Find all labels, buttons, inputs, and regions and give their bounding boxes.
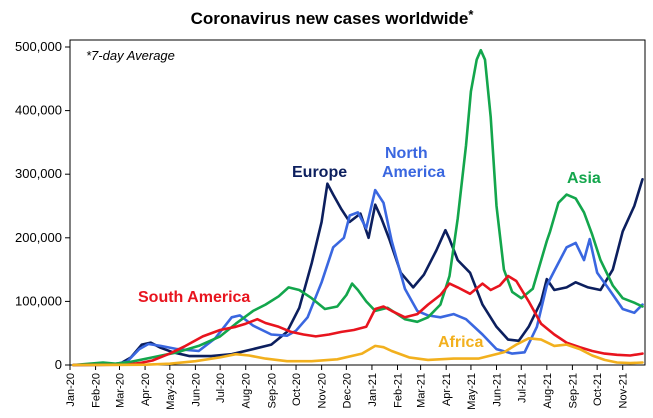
- series-line-africa: [72, 337, 644, 367]
- x-tick-label: Sep-21: [567, 373, 579, 408]
- series-line-asia: [72, 48, 644, 367]
- x-tick-label: Apr-20: [140, 373, 152, 406]
- y-tick-label: 200,000: [15, 230, 62, 245]
- x-tick-label: Oct-20: [291, 373, 303, 406]
- x-axis: Jan-20 Feb-20 Mar-20 Apr-20 May-20 Jun-20 Jul-…: [65, 365, 630, 410]
- series-line-south-america: [72, 274, 644, 367]
- x-tick-label: Dec-20: [341, 373, 353, 408]
- y-tick-label: 500,000: [15, 39, 62, 54]
- x-tick-label: Nov-21: [618, 373, 630, 408]
- x-tick-label: Sep-20: [266, 373, 278, 408]
- y-tick-label: 400,000: [15, 103, 62, 118]
- x-tick-label: May-21: [466, 373, 478, 410]
- x-tick-label: Jan-20: [65, 373, 77, 407]
- x-tick-label: Nov-20: [317, 373, 329, 408]
- series-label-asia: Asia: [567, 170, 601, 187]
- x-tick-label: Aug-21: [542, 373, 554, 408]
- x-tick-label: May-20: [165, 373, 177, 410]
- y-tick-label: 100,000: [15, 293, 62, 308]
- x-tick-label: Feb-20: [91, 373, 103, 408]
- chart-title-text: Coronavirus new cases worldwide: [191, 9, 469, 28]
- x-tick-label: Jun-21: [492, 373, 504, 407]
- series-label-south-america: South America: [138, 289, 250, 306]
- series-label-north: North: [385, 145, 428, 162]
- x-tick-label: Jan-21: [367, 373, 379, 407]
- x-tick-label: Jul-21: [516, 373, 528, 403]
- chart-title: Coronavirus new cases worldwide*: [191, 7, 475, 28]
- x-tick-label: Mar-21: [416, 373, 428, 408]
- series-label-africa: Africa: [438, 334, 483, 351]
- x-tick-label: Apr-21: [441, 373, 453, 406]
- series-line-north-america: [72, 188, 644, 367]
- plot-border: [69, 39, 646, 366]
- x-tick-label: Aug-20: [241, 373, 253, 408]
- y-axis: 0 100,000 200,000 300,000 400,000 500,000: [15, 39, 70, 372]
- x-tick-label: Jul-20: [215, 373, 227, 403]
- x-tick-label: Mar-20: [114, 373, 126, 408]
- series-label-america: America: [382, 164, 445, 181]
- series-label-europe: Europe: [292, 164, 347, 181]
- series-labels: Europe North America Asia South America Afric…: [138, 145, 601, 351]
- series-lines: [72, 48, 644, 367]
- x-tick-label: Oct-21: [592, 373, 604, 406]
- chart-annotation: *7-day Average: [86, 48, 175, 63]
- y-tick-label: 300,000: [15, 166, 62, 181]
- series-line-europe: [72, 178, 644, 367]
- chart-title-marker: *: [468, 7, 474, 22]
- plot-area: [69, 39, 646, 366]
- x-tick-label: Feb-21: [393, 373, 405, 408]
- y-tick-label: 0: [55, 357, 62, 372]
- x-tick-label: Jun-20: [190, 373, 202, 407]
